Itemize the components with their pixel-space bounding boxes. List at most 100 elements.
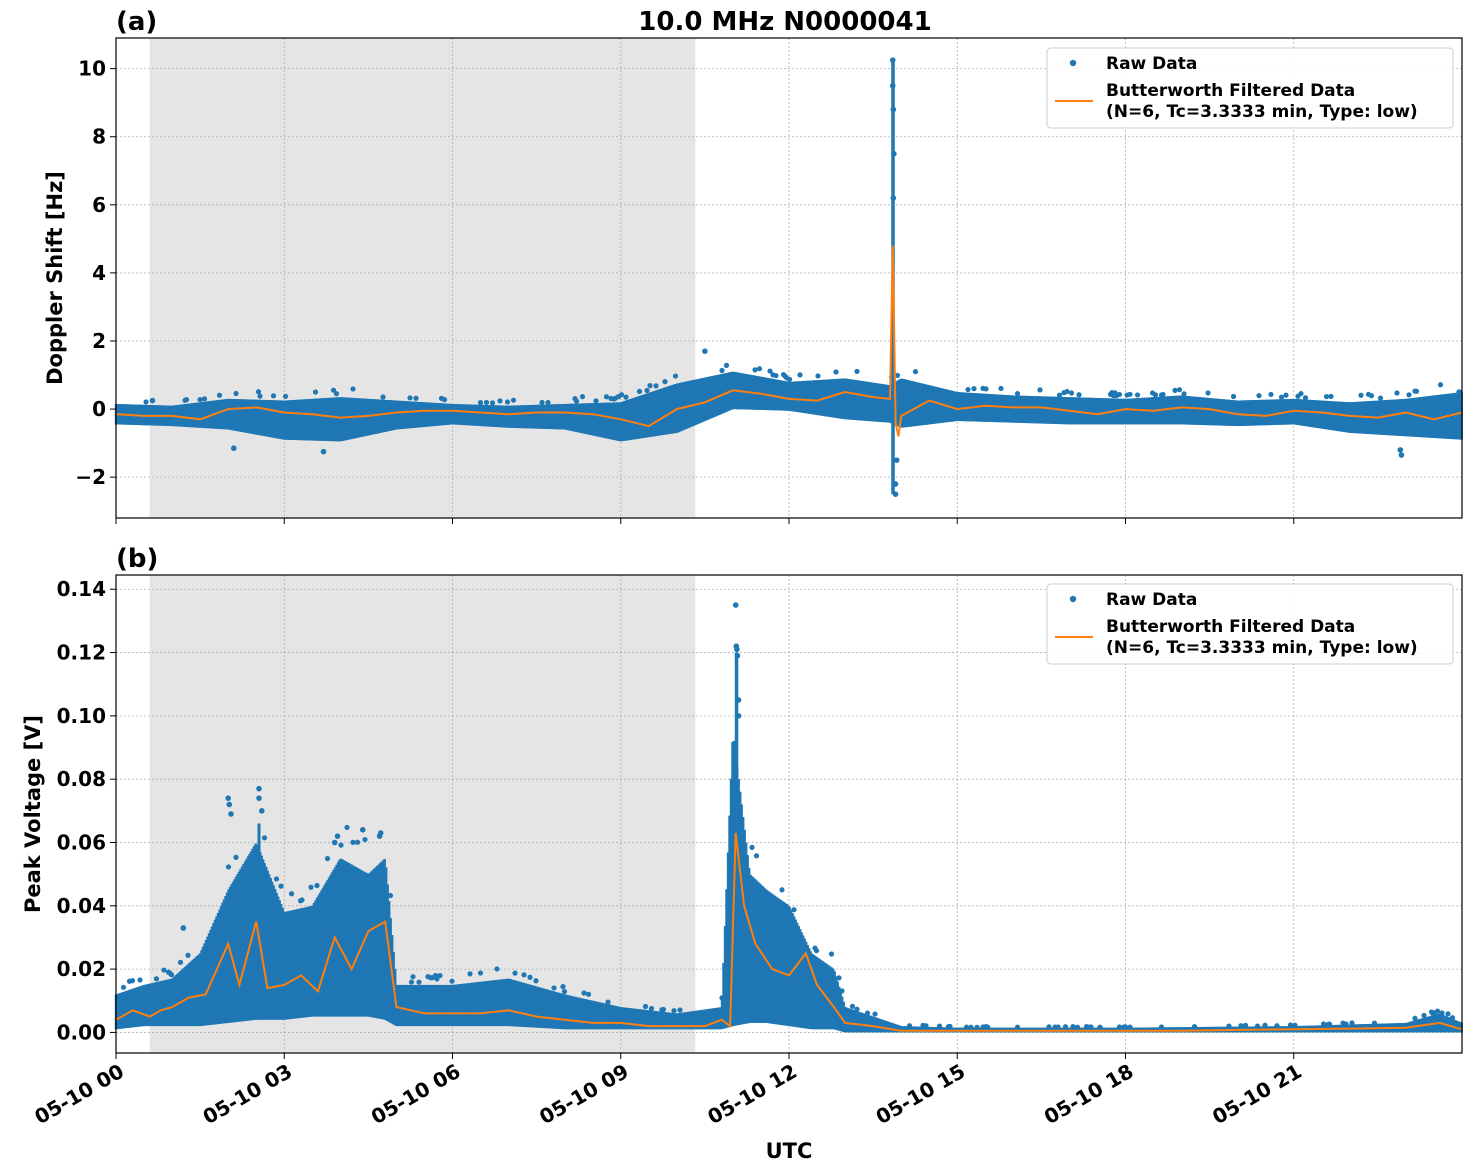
raw-data-band-slice	[987, 393, 991, 422]
raw-data-band-slice	[296, 909, 299, 1019]
raw-data-band-slice	[374, 867, 377, 1018]
raw-data-band-slice	[593, 403, 596, 436]
raw-data-band-slice	[351, 397, 355, 439]
raw-data-band-slice	[924, 1026, 928, 1033]
raw-data-band-slice	[1035, 396, 1039, 424]
raw-data-band-slice	[1299, 399, 1303, 426]
raw-data-band-slice	[597, 402, 601, 437]
raw-data-band-slice	[710, 376, 713, 419]
raw-data-band-slice	[155, 982, 158, 1027]
raw-data-band-slice	[1044, 396, 1048, 424]
raw-data-band-slice	[407, 401, 410, 429]
raw-data-band-slice	[312, 902, 316, 1017]
raw-data-band-slice	[713, 1008, 716, 1030]
raw-data-band-slice	[123, 991, 127, 1029]
raw-data-point	[1302, 395, 1309, 401]
raw-data-band-slice	[689, 380, 692, 428]
raw-data-band-slice	[713, 375, 716, 417]
y-tick-label: 0.06	[57, 830, 106, 854]
raw-data-point	[912, 369, 919, 375]
raw-data-outlier	[180, 925, 187, 931]
raw-data-band-slice	[291, 910, 295, 1019]
raw-data-band-slice	[335, 397, 338, 442]
raw-data-band-slice	[842, 1001, 845, 1032]
raw-data-band-slice	[681, 382, 685, 431]
raw-data-point	[1014, 390, 1021, 397]
raw-data-band-slice	[339, 858, 343, 1017]
raw-data-outlier	[149, 397, 156, 404]
raw-data-band-slice	[120, 992, 124, 1029]
raw-data-outlier	[334, 833, 341, 839]
raw-data-band-slice	[432, 984, 436, 1027]
raw-data-point	[441, 397, 448, 403]
panel-b-raw-band	[114, 740, 1463, 1033]
raw-data-band-slice	[404, 984, 407, 1027]
raw-data-band-slice	[569, 403, 572, 431]
raw-data-band-slice	[279, 904, 283, 1020]
panel-b-legend-raw-marker	[1069, 595, 1077, 603]
raw-data-band-slice	[164, 980, 167, 1027]
raw-data-band-slice	[749, 874, 752, 1023]
raw-data-band-slice	[474, 982, 478, 1027]
raw-data-band-slice	[1439, 394, 1442, 439]
raw-data-band-slice	[327, 397, 331, 442]
raw-data-band-slice	[690, 1011, 694, 1030]
raw-data-band-slice	[912, 1026, 916, 1033]
raw-data-band-slice	[830, 379, 833, 418]
raw-data-point	[512, 970, 518, 976]
raw-data-band-slice	[461, 983, 464, 1027]
raw-data-point	[749, 844, 755, 850]
raw-data-band-slice	[201, 401, 205, 428]
panel-b-raw-outliers	[180, 602, 742, 931]
raw-data-band-slice	[675, 1013, 679, 1030]
raw-data-band-slice	[1457, 1021, 1460, 1033]
raw-data-band-slice	[789, 910, 793, 1027]
raw-data-point	[894, 372, 901, 379]
raw-data-band-slice	[222, 899, 226, 1024]
raw-data-band-slice	[413, 984, 416, 1027]
raw-data-band-slice	[552, 991, 556, 1029]
raw-data-band-slice	[377, 864, 380, 1019]
raw-data-band-slice	[1307, 399, 1310, 427]
panel-a-filtered-line	[115, 245, 1463, 437]
raw-data-band-slice	[402, 984, 406, 1027]
raw-data-band-slice	[581, 403, 584, 434]
raw-data-band-slice	[657, 1011, 661, 1030]
raw-data-band-slice	[209, 929, 212, 1025]
raw-data-band-slice	[846, 1008, 850, 1033]
raw-data-band-slice	[999, 394, 1003, 423]
raw-data-band-slice	[471, 404, 475, 426]
raw-data-band-slice	[525, 405, 529, 429]
raw-data-band-slice	[788, 381, 791, 411]
raw-data-band-slice	[918, 382, 922, 426]
raw-data-band-slice	[189, 403, 193, 428]
raw-data-band-slice	[350, 864, 353, 1017]
raw-data-band-slice	[501, 405, 505, 428]
raw-data-band-slice	[405, 984, 409, 1027]
raw-data-band-slice	[278, 400, 281, 439]
raw-data-band-slice	[1217, 398, 1220, 426]
raw-data-band-slice	[420, 402, 424, 428]
raw-data-band-slice	[1118, 398, 1121, 425]
raw-data-band-slice	[888, 1022, 892, 1033]
panel-a-legend-filtered-label-1: Butterworth Filtered Data	[1106, 81, 1355, 101]
raw-data-spike	[734, 652, 739, 843]
raw-data-band-slice	[608, 402, 611, 440]
raw-data-band-slice	[251, 399, 254, 434]
raw-data-band-slice	[705, 377, 709, 421]
raw-data-point	[623, 394, 629, 400]
raw-data-band-slice	[602, 1003, 605, 1030]
raw-data-band-slice	[660, 1011, 664, 1030]
raw-data-band-slice	[477, 404, 481, 426]
raw-data-point	[497, 398, 503, 404]
raw-data-band-slice	[128, 989, 131, 1028]
raw-data-band-slice	[885, 1021, 889, 1033]
raw-data-band-slice	[651, 1010, 655, 1030]
raw-data-band-slice	[737, 778, 740, 1026]
raw-data-band-slice	[1100, 398, 1103, 425]
raw-data-band-slice	[731, 741, 734, 1027]
raw-data-band-slice	[432, 402, 436, 427]
raw-data-band-slice	[1032, 396, 1036, 424]
raw-data-band-slice	[521, 982, 524, 1027]
raw-data-band-slice	[1331, 401, 1334, 431]
